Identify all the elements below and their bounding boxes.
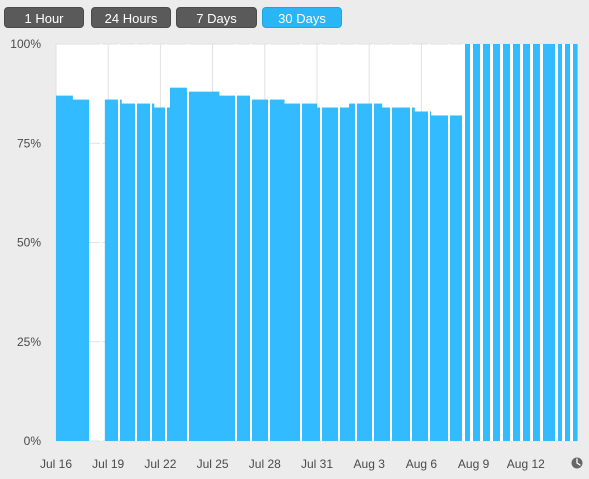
battery-level-bar bbox=[169, 87, 187, 442]
battery-level-bar bbox=[397, 107, 415, 442]
battery-level-bar bbox=[186, 91, 204, 441]
battery-level-bar bbox=[332, 107, 350, 442]
data-gap bbox=[250, 44, 252, 441]
battery-level-bar bbox=[267, 99, 285, 441]
y-tick-label: 25% bbox=[17, 335, 41, 349]
tab-1-hour[interactable]: 1 Hour bbox=[4, 7, 84, 28]
data-gap bbox=[100, 44, 102, 441]
y-tick-label: 50% bbox=[17, 236, 41, 250]
battery-chart: 0% 25% 50% 75% 100% Jul 16 Jul 19 Jul 22 Jul 25 J… bbox=[0, 36, 589, 479]
data-gap bbox=[470, 44, 473, 441]
data-gap bbox=[165, 44, 167, 441]
data-gap bbox=[500, 44, 503, 441]
x-tick-label: Jul 28 bbox=[249, 457, 281, 471]
data-gap bbox=[150, 44, 152, 441]
clock-icon[interactable] bbox=[571, 457, 583, 469]
data-gap bbox=[268, 44, 270, 441]
data-gap bbox=[462, 44, 465, 441]
battery-level-bar bbox=[202, 91, 220, 441]
battery-level-bar bbox=[56, 95, 73, 442]
x-tick-label: Jul 31 bbox=[301, 457, 333, 471]
battery-level-bar bbox=[153, 107, 171, 442]
battery-level-bar bbox=[235, 95, 252, 442]
tab-7-days[interactable]: 7 Days bbox=[176, 7, 257, 28]
battery-level-bar bbox=[121, 103, 139, 442]
battery-level-bar bbox=[430, 115, 448, 442]
x-tick-label: Aug 6 bbox=[406, 457, 438, 471]
y-tick-label: 0% bbox=[24, 434, 42, 448]
x-tick-label: Aug 9 bbox=[458, 457, 490, 471]
battery-level-bar bbox=[218, 95, 236, 442]
x-tick-label: Jul 19 bbox=[92, 457, 124, 471]
data-gap bbox=[135, 44, 137, 441]
y-tick-label: 100% bbox=[10, 37, 41, 51]
data-gap bbox=[355, 44, 357, 441]
data-gap bbox=[300, 44, 302, 441]
data-gap bbox=[320, 44, 322, 441]
data-gap bbox=[428, 44, 430, 441]
data-gap bbox=[410, 44, 412, 441]
battery-level-bar bbox=[495, 44, 513, 441]
battery-level-bar bbox=[104, 99, 122, 441]
data-gap bbox=[338, 44, 340, 441]
data-gap bbox=[555, 44, 558, 441]
battery-level-bar bbox=[300, 103, 318, 442]
data-gap bbox=[448, 44, 450, 441]
battery-level-bar bbox=[414, 111, 432, 442]
data-gap bbox=[372, 44, 374, 441]
data-gap bbox=[510, 44, 513, 441]
tab-24-hours[interactable]: 24 Hours bbox=[91, 7, 171, 28]
data-gap bbox=[118, 44, 120, 441]
data-gap bbox=[490, 44, 493, 441]
tab-30-days[interactable]: 30 Days bbox=[262, 7, 342, 28]
data-gap bbox=[187, 44, 189, 441]
x-tick-label: Jul 25 bbox=[197, 457, 229, 471]
battery-level-bar bbox=[283, 103, 301, 442]
x-tick-label: Jul 22 bbox=[144, 457, 176, 471]
data-gap bbox=[530, 44, 533, 441]
x-tick-label: Aug 12 bbox=[507, 457, 545, 471]
data-gap bbox=[520, 44, 523, 441]
data-gap bbox=[570, 44, 573, 441]
data-gap bbox=[480, 44, 483, 441]
battery-level-bar bbox=[72, 99, 90, 441]
x-tick-label: Jul 16 bbox=[40, 457, 72, 471]
battery-level-bar bbox=[251, 99, 269, 441]
x-tick-label: Aug 3 bbox=[354, 457, 386, 471]
data-gap bbox=[562, 44, 565, 441]
y-tick-label: 75% bbox=[17, 136, 41, 150]
battery-level-bar bbox=[316, 107, 334, 442]
battery-chart-svg: 0% 25% 50% 75% 100% Jul 16 Jul 19 Jul 22 Jul 25 J… bbox=[10, 37, 583, 471]
data-gap bbox=[540, 44, 543, 441]
data-gap bbox=[235, 44, 237, 441]
battery-level-bar bbox=[544, 44, 562, 441]
battery-level-bar bbox=[446, 115, 464, 442]
battery-level-bar bbox=[349, 103, 366, 442]
data-gap bbox=[390, 44, 392, 441]
